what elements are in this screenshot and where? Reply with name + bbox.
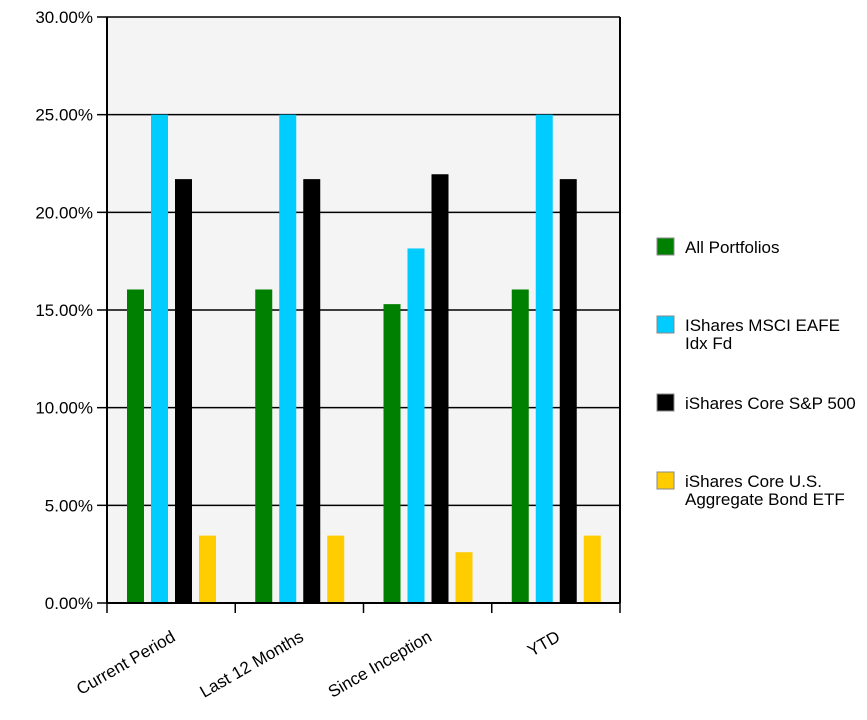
bar xyxy=(383,304,401,603)
legend-swatch xyxy=(656,393,675,412)
x-category-label: YTD xyxy=(524,627,563,660)
y-tick-label: 20.00% xyxy=(35,203,93,222)
x-category-label: Last 12 Months xyxy=(197,627,307,702)
bar xyxy=(455,552,473,603)
y-tick-label: 0.00% xyxy=(45,594,93,613)
y-tick-label: 5.00% xyxy=(45,496,93,515)
legend-swatch xyxy=(656,315,675,334)
legend-label: iShares Core U.S. Aggregate Bond ETF xyxy=(685,472,845,509)
y-tick-label: 15.00% xyxy=(35,301,93,320)
legend-swatch xyxy=(656,237,675,256)
bar xyxy=(559,179,577,604)
x-category-label: Since Inception xyxy=(325,627,435,702)
bar xyxy=(175,179,192,604)
legend-swatch xyxy=(656,471,675,490)
bar xyxy=(151,114,168,604)
y-tick-label: 30.00% xyxy=(35,8,93,27)
legend-label: All Portfolios xyxy=(685,238,779,257)
bar xyxy=(303,179,321,604)
bar xyxy=(511,289,529,603)
bar xyxy=(127,289,144,603)
bar xyxy=(431,174,449,603)
y-tick-label: 10.00% xyxy=(35,399,93,418)
bar xyxy=(255,289,273,603)
bar xyxy=(583,535,601,603)
bar xyxy=(199,535,216,603)
x-category-label: Current Period xyxy=(73,627,178,699)
bar xyxy=(327,535,345,603)
bar xyxy=(279,114,297,604)
bar xyxy=(535,114,553,604)
y-tick-label: 25.00% xyxy=(35,106,93,125)
bar xyxy=(407,248,425,603)
legend-label: iShares Core S&P 500 xyxy=(685,394,856,413)
legend-label: IShares MSCI EAFE Idx Fd xyxy=(685,316,840,353)
